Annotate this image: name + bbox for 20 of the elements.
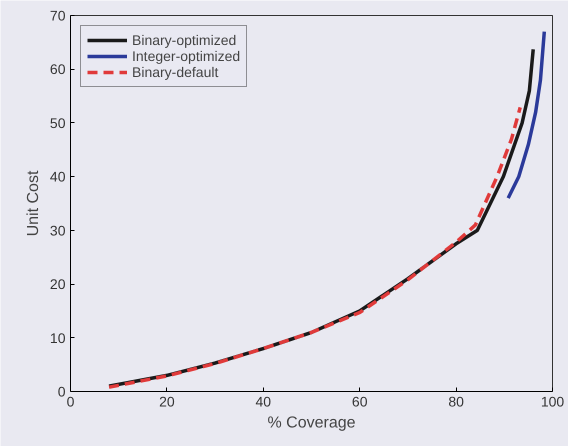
x-tick-label: 40 <box>256 394 272 410</box>
y-tick-label: 0 <box>58 384 66 400</box>
line-series <box>506 30 546 200</box>
x-axis-title: % Coverage <box>267 414 356 432</box>
y-tick-label: 10 <box>50 330 66 346</box>
x-tick-label: 60 <box>352 394 368 410</box>
y-tick-label: 20 <box>50 276 66 292</box>
x-tick-label: 100 <box>540 394 564 410</box>
y-tick-label: 40 <box>50 168 66 185</box>
y-tick-label: 60 <box>50 61 66 78</box>
y-tick-label: 70 <box>50 8 66 24</box>
y-tick-label: 50 <box>50 114 66 131</box>
legend-label: Integer-optimized <box>132 48 240 64</box>
x-tick-label: 80 <box>448 394 464 410</box>
y-axis-title: Unit Cost <box>24 170 42 236</box>
y-tick-label: 30 <box>50 222 66 238</box>
legend-label: Binary-default <box>132 64 218 80</box>
line-series <box>107 106 522 389</box>
x-tick-label: 20 <box>159 394 175 410</box>
legend-label: Binary-optimized <box>132 32 236 48</box>
